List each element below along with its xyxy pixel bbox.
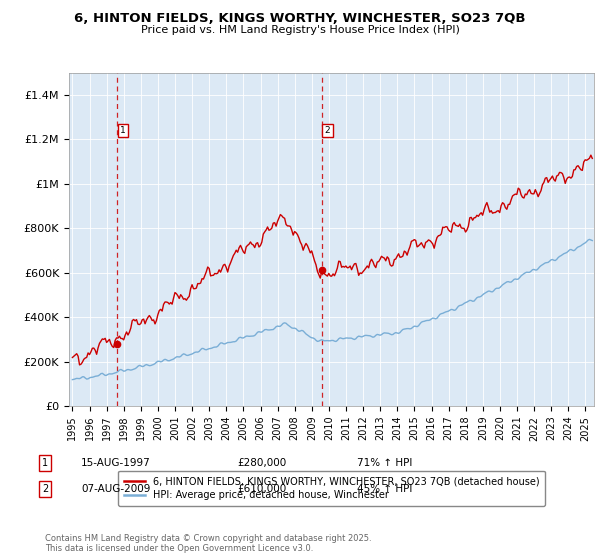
- Text: Price paid vs. HM Land Registry's House Price Index (HPI): Price paid vs. HM Land Registry's House …: [140, 25, 460, 35]
- Text: £610,000: £610,000: [237, 484, 286, 494]
- Text: £280,000: £280,000: [237, 458, 286, 468]
- Text: 1: 1: [120, 126, 125, 135]
- Text: 45% ↑ HPI: 45% ↑ HPI: [357, 484, 412, 494]
- Text: Contains HM Land Registry data © Crown copyright and database right 2025.
This d: Contains HM Land Registry data © Crown c…: [45, 534, 371, 553]
- Legend: 6, HINTON FIELDS, KINGS WORTHY, WINCHESTER, SO23 7QB (detached house), HPI: Aver: 6, HINTON FIELDS, KINGS WORTHY, WINCHEST…: [118, 470, 545, 506]
- Text: 1: 1: [42, 458, 48, 468]
- Text: 6, HINTON FIELDS, KINGS WORTHY, WINCHESTER, SO23 7QB: 6, HINTON FIELDS, KINGS WORTHY, WINCHEST…: [74, 12, 526, 25]
- Text: 07-AUG-2009: 07-AUG-2009: [81, 484, 151, 494]
- Text: 2: 2: [42, 484, 48, 494]
- Text: 15-AUG-1997: 15-AUG-1997: [81, 458, 151, 468]
- Text: 71% ↑ HPI: 71% ↑ HPI: [357, 458, 412, 468]
- Text: 2: 2: [325, 126, 330, 135]
